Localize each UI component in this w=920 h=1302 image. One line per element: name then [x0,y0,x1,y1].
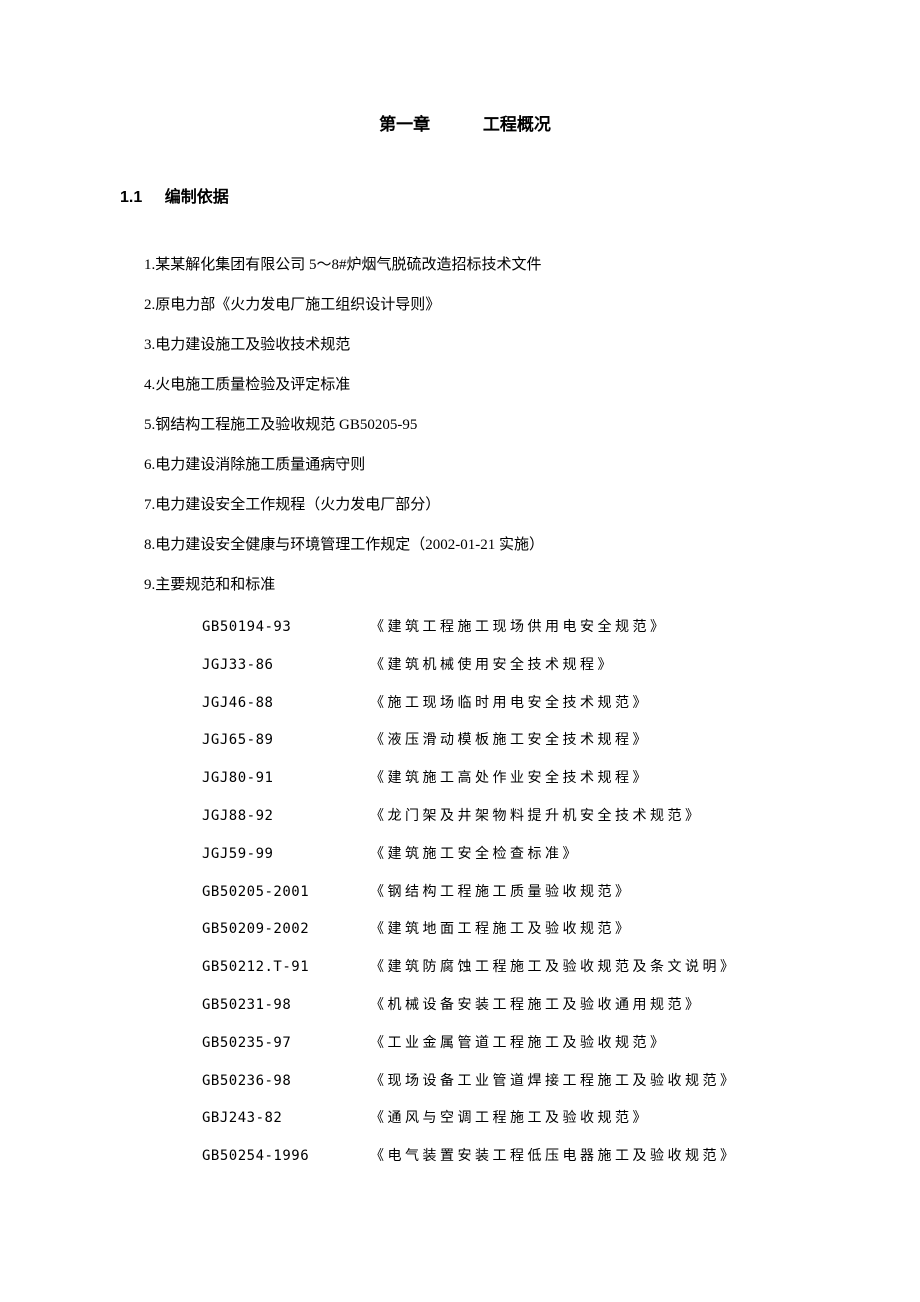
standard-row: JGJ33-86 《建筑机械使用安全技术规程》 [202,647,810,685]
list-item: 7.电力建设安全工作规程（火力发电厂部分） [144,487,810,523]
standard-name: 《工业金属管道工程施工及验收规范》 [370,1025,668,1063]
document-page: 第一章 工程概况 1.1 编制依据 1.某某解化集团有限公司 5～8#炉烟气脱硫… [0,0,920,1236]
standard-row: JGJ59-99 《建筑施工安全检查标准》 [202,836,810,874]
chapter-title: 第一章 工程概况 [120,110,810,135]
standard-name: 《施工现场临时用电安全技术规范》 [370,685,650,723]
standard-name: 《钢结构工程施工质量验收规范》 [370,874,633,912]
section-heading: 1.1 编制依据 [120,183,810,207]
standard-code: JGJ33-86 [202,647,370,685]
standard-name: 《龙门架及井架物料提升机安全技术规范》 [370,798,703,836]
standard-row: JGJ65-89 《液压滑动模板施工安全技术规程》 [202,722,810,760]
standard-row: GB50231-98 《机械设备安装工程施工及验收通用规范》 [202,987,810,1025]
standard-name: 《现场设备工业管道焊接工程施工及验收规范》 [370,1063,738,1101]
list-item: 2.原电力部《火力发电厂施工组织设计导则》 [144,287,810,323]
standards-table: GB50194-93 《建筑工程施工现场供用电安全规范》 JGJ33-86 《建… [144,609,810,1176]
standard-code: JGJ46-88 [202,685,370,723]
standard-name: 《建筑施工高处作业安全技术规程》 [370,760,650,798]
standard-code: GB50235-97 [202,1025,370,1063]
section-title: 编制依据 [165,189,229,206]
chapter-number: 第一章 [379,110,430,135]
standard-row: GBJ243-82 《通风与空调工程施工及验收规范》 [202,1100,810,1138]
list-item: 1.某某解化集团有限公司 5～8#炉烟气脱硫改造招标技术文件 [144,247,810,283]
standard-row: GB50236-98 《现场设备工业管道焊接工程施工及验收规范》 [202,1063,810,1101]
standard-code: JGJ80-91 [202,760,370,798]
standard-code: GB50205-2001 [202,874,370,912]
standard-name: 《电气装置安装工程低压电器施工及验收规范》 [370,1138,738,1176]
list-item: 6.电力建设消除施工质量通病守则 [144,447,810,483]
standard-code: GB50194-93 [202,609,370,647]
standard-code: GB50254-1996 [202,1138,370,1176]
standard-code: GBJ243-82 [202,1100,370,1138]
section-number: 1.1 [120,189,142,207]
standard-row: JGJ80-91 《建筑施工高处作业安全技术规程》 [202,760,810,798]
standard-name: 《建筑施工安全检查标准》 [370,836,580,874]
standard-row: GB50194-93 《建筑工程施工现场供用电安全规范》 [202,609,810,647]
standard-code: GB50231-98 [202,987,370,1025]
chapter-name: 工程概况 [483,115,551,134]
standard-code: JGJ65-89 [202,722,370,760]
standard-name: 《建筑工程施工现场供用电安全规范》 [370,609,668,647]
standard-row: JGJ46-88 《施工现场临时用电安全技术规范》 [202,685,810,723]
standard-name: 《建筑地面工程施工及验收规范》 [370,911,633,949]
standard-code: GB50212.T-91 [202,949,370,987]
standard-row: GB50254-1996 《电气装置安装工程低压电器施工及验收规范》 [202,1138,810,1176]
standard-row: GB50235-97 《工业金属管道工程施工及验收规范》 [202,1025,810,1063]
list-item: 4.火电施工质量检验及评定标准 [144,367,810,403]
standard-row: GB50209-2002 《建筑地面工程施工及验收规范》 [202,911,810,949]
list-item: 9.主要规范和和标准 [144,567,810,603]
list-item: 5.钢结构工程施工及验收规范 GB50205-95 [144,407,810,443]
standard-name: 《建筑防腐蚀工程施工及验收规范及条文说明》 [370,949,738,987]
standard-name: 《建筑机械使用安全技术规程》 [370,647,615,685]
basis-list: 1.某某解化集团有限公司 5～8#炉烟气脱硫改造招标技术文件 2.原电力部《火力… [120,247,810,1176]
standard-code: JGJ59-99 [202,836,370,874]
standard-row: JGJ88-92 《龙门架及井架物料提升机安全技术规范》 [202,798,810,836]
standard-code: JGJ88-92 [202,798,370,836]
standard-name: 《机械设备安装工程施工及验收通用规范》 [370,987,703,1025]
standard-code: GB50236-98 [202,1063,370,1101]
list-item: 8.电力建设安全健康与环境管理工作规定（2002-01-21 实施） [144,527,810,563]
standard-name: 《液压滑动模板施工安全技术规程》 [370,722,650,760]
list-item: 3.电力建设施工及验收技术规范 [144,327,810,363]
standard-row: GB50212.T-91 《建筑防腐蚀工程施工及验收规范及条文说明》 [202,949,810,987]
standard-code: GB50209-2002 [202,911,370,949]
standard-row: GB50205-2001 《钢结构工程施工质量验收规范》 [202,874,810,912]
standard-name: 《通风与空调工程施工及验收规范》 [370,1100,650,1138]
